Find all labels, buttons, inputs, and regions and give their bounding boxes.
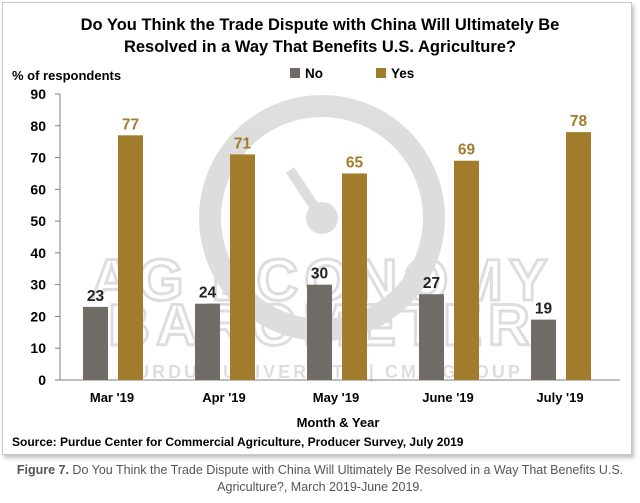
x-tick-label: June '19: [422, 390, 474, 405]
source-note: Source: Purdue Center for Commercial Agr…: [12, 435, 464, 449]
x-tick-label: May '19: [313, 390, 359, 405]
axes: 0 10 20 30 40 50 60 70 80 90: [30, 86, 620, 388]
bar-yes: [118, 135, 143, 380]
x-tick-label: July '19: [536, 390, 583, 405]
data-label-yes: 69: [458, 142, 476, 159]
bar-no: [83, 306, 108, 380]
bar-yes: [566, 132, 591, 380]
data-label-yes: 77: [122, 116, 139, 133]
data-label-no: 23: [87, 288, 105, 305]
legend-swatch-yes: [376, 68, 386, 78]
data-label-no: 24: [199, 285, 217, 302]
x-tick-label: Apr '19: [202, 390, 246, 405]
bar-chart: AG ECONOMY BAROMETER PURDUE UNIVERSITY |…: [12, 16, 620, 449]
data-label-yes: 71: [234, 135, 252, 152]
y-tick-label: 70: [30, 150, 46, 166]
bar-yes: [230, 154, 255, 380]
y-tick-label: 80: [30, 118, 46, 134]
x-axis-label: Month & Year: [297, 415, 380, 430]
bar-yes: [342, 173, 367, 380]
data-label-no: 30: [311, 266, 328, 283]
y-tick-label: 50: [30, 213, 46, 229]
y-tick-label: 30: [30, 277, 46, 293]
chart-title-line-2: Resolved in a Way That Benefits U.S. Agr…: [124, 38, 516, 56]
legend-label-no: No: [305, 66, 323, 81]
y-tick-label: 10: [30, 340, 46, 356]
x-tick-label: Mar '19: [90, 390, 134, 405]
bar-no: [195, 303, 220, 380]
chart-title-line-1: Do You Think the Trade Dispute with Chin…: [81, 16, 560, 34]
y-tick-label: 60: [30, 181, 46, 197]
caption-text: Do You Think the Trade Dispute with Chin…: [68, 463, 624, 494]
bars: 23 77 Mar '19 24 71 Apr '19 30 65 May '19 27 69 Jun…: [83, 113, 591, 405]
bar-no: [419, 294, 444, 380]
watermark-gauge-needle: [285, 167, 327, 221]
watermark-gauge-hub: [306, 202, 338, 234]
bar-yes: [454, 160, 479, 380]
data-label-no: 27: [423, 275, 440, 292]
y-axis-label: % of respondents: [12, 68, 121, 83]
legend: No Yes: [290, 66, 414, 81]
y-tick-label: 20: [30, 308, 46, 324]
y-tick-label: 90: [30, 86, 46, 102]
bar-no: [531, 319, 556, 380]
legend-label-yes: Yes: [391, 66, 414, 81]
figure-caption: Figure 7. Do You Think the Trade Dispute…: [0, 462, 640, 496]
y-tick-label: 40: [30, 245, 46, 261]
data-label-yes: 78: [570, 113, 588, 130]
bar-no: [307, 284, 332, 380]
data-label-yes: 65: [346, 154, 364, 171]
y-tick-label: 0: [38, 372, 46, 388]
legend-swatch-no: [290, 68, 300, 78]
data-label-no: 19: [535, 301, 553, 318]
caption-lead: Figure 7.: [16, 463, 69, 477]
